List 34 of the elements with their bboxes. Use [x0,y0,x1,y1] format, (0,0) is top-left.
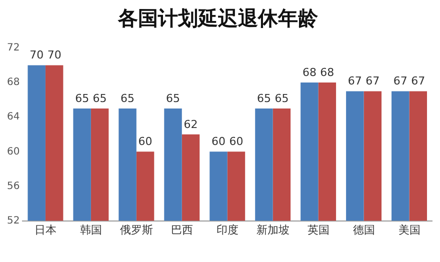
y-tick-label: 56 [6,180,20,192]
x-tick-label: 德国 [352,223,375,236]
data-label: 60 [138,135,152,148]
x-tick-label: 巴西 [170,223,193,236]
y-tick-label: 52 [6,215,20,226]
x-tick-label: 英国 [307,223,330,236]
y-tick-label: 68 [6,77,20,88]
data-label: 62 [184,118,198,131]
data-label: 65 [92,92,107,105]
y-tick-label: 60 [6,146,20,158]
data-label: 65 [274,92,289,105]
x-tick-label: 日本 [34,223,56,236]
data-label: 65 [256,92,271,105]
data-label: 68 [320,66,334,79]
data-label: 67 [366,74,380,88]
x-tick-label: 韩国 [80,223,102,236]
data-label: 65 [75,92,90,105]
data-label: 65 [120,92,135,105]
data-label: 68 [302,66,316,79]
x-tick-label: 新加坡 [256,223,290,236]
data-label: 67 [348,74,362,88]
x-tick-label: 印度 [216,223,238,236]
data-label: 60 [229,135,244,148]
y-tick-label: 72 [6,42,20,54]
data-label: 60 [211,135,226,148]
data-label: 70 [47,48,62,62]
chart-title: 各国计划延迟退休年龄 [117,6,319,30]
data-label: 67 [393,74,408,88]
x-tick-label: 美国 [398,223,420,236]
data-label: 67 [411,74,426,88]
data-label: 65 [166,92,180,105]
x-tick-label: 俄罗斯 [120,223,153,236]
data-label: 70 [30,48,44,62]
y-tick-label: 64 [6,112,20,123]
